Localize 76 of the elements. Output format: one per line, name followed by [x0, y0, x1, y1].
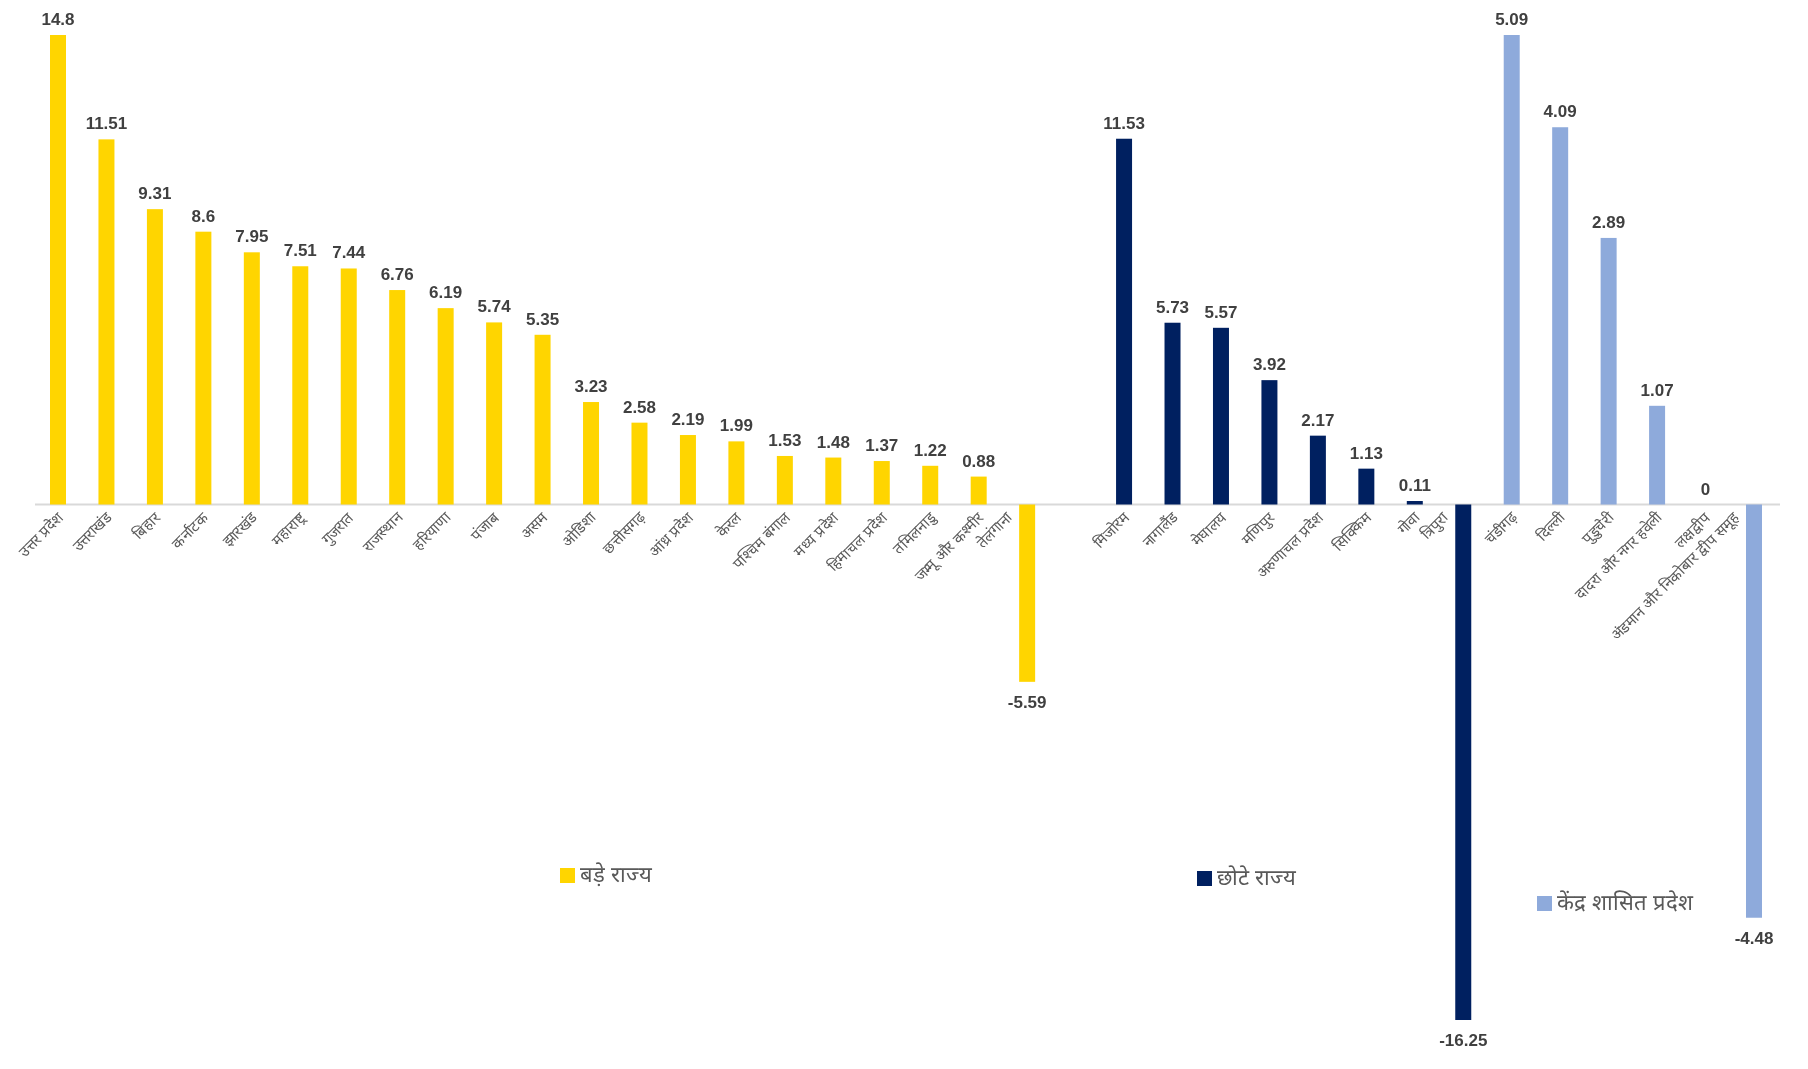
- x-tick-label: केरल: [712, 507, 746, 541]
- data-label: -4.48: [1734, 928, 1774, 948]
- bar: [98, 139, 115, 505]
- bar: [1358, 468, 1375, 505]
- data-label: 11.51: [85, 114, 128, 134]
- data-label: 0.11: [1398, 476, 1431, 496]
- data-label: 0: [1700, 479, 1711, 499]
- bar: [970, 476, 987, 505]
- bar: [389, 290, 406, 505]
- bar: [146, 209, 163, 505]
- bar: [1600, 237, 1617, 505]
- bar: [1309, 435, 1326, 505]
- bar: [1649, 405, 1666, 505]
- bar: [195, 231, 212, 505]
- bar: [292, 266, 309, 505]
- x-tick-label: उत्तर प्रदेश: [15, 507, 67, 560]
- data-label: 7.44: [332, 243, 366, 263]
- x-tick-label: आंध्र प्रदेश: [645, 507, 697, 560]
- data-label: 2.19: [671, 410, 705, 430]
- data-label: 1.13: [1349, 443, 1383, 463]
- data-label: 5.74: [477, 297, 512, 317]
- bar: [1406, 501, 1423, 505]
- data-label: 1.48: [816, 432, 850, 452]
- bar: [50, 35, 66, 505]
- x-tick-label: असम: [517, 507, 552, 542]
- bar: [1116, 138, 1133, 505]
- data-label: 3.92: [1252, 355, 1286, 375]
- data-label: 5.35: [526, 309, 560, 329]
- bar: [1019, 504, 1036, 682]
- data-label: 9.31: [138, 184, 172, 204]
- data-label: 11.53: [1103, 113, 1145, 133]
- data-label: 8.6: [191, 206, 216, 226]
- bar: [1164, 322, 1181, 505]
- data-label: 5.57: [1204, 302, 1238, 322]
- bar: [1552, 127, 1569, 505]
- data-label: 2.17: [1301, 410, 1335, 430]
- data-label: 3.23: [574, 377, 608, 397]
- bar: [776, 455, 793, 505]
- bar: [873, 461, 890, 505]
- bar: [1261, 380, 1278, 505]
- data-label: 5.73: [1155, 297, 1190, 317]
- bar: [534, 334, 551, 505]
- legend-label: छोटे राज्य: [1217, 865, 1298, 890]
- data-label: 1.07: [1640, 380, 1674, 400]
- data-label: 2.89: [1592, 212, 1626, 232]
- bar: [631, 422, 648, 505]
- bar: [728, 441, 745, 505]
- bar: [340, 268, 357, 505]
- bar: [1503, 35, 1520, 505]
- bar: [922, 465, 939, 505]
- data-label: -5.59: [1007, 692, 1047, 712]
- legend-label: केंद्र शासित प्रदेश: [1557, 890, 1695, 915]
- bar: [486, 322, 503, 505]
- bar: [1212, 327, 1229, 505]
- data-label: 6.76: [380, 265, 414, 285]
- data-label: 0.88: [962, 451, 996, 471]
- data-label: 1.99: [719, 416, 753, 436]
- bar: [679, 435, 696, 505]
- data-label: 7.95: [235, 227, 269, 247]
- data-label: 7.51: [283, 241, 317, 261]
- bar: [1746, 504, 1762, 918]
- data-label: 1.53: [768, 430, 802, 450]
- bar: [437, 308, 454, 505]
- bar: [1455, 504, 1472, 1020]
- bar: [583, 402, 600, 505]
- bar: [243, 252, 260, 505]
- data-label: 2.58: [622, 397, 657, 417]
- data-label: 1.22: [913, 440, 947, 460]
- data-label: 5.09: [1495, 10, 1529, 29]
- data-label: 14.8: [41, 10, 75, 29]
- data-label: 6.19: [429, 283, 463, 303]
- bar: [825, 457, 842, 505]
- legend-label: बड़े राज्य: [580, 862, 654, 887]
- data-label: -16.25: [1439, 1031, 1488, 1050]
- data-label: 4.09: [1543, 102, 1577, 122]
- data-label: 1.37: [865, 436, 899, 456]
